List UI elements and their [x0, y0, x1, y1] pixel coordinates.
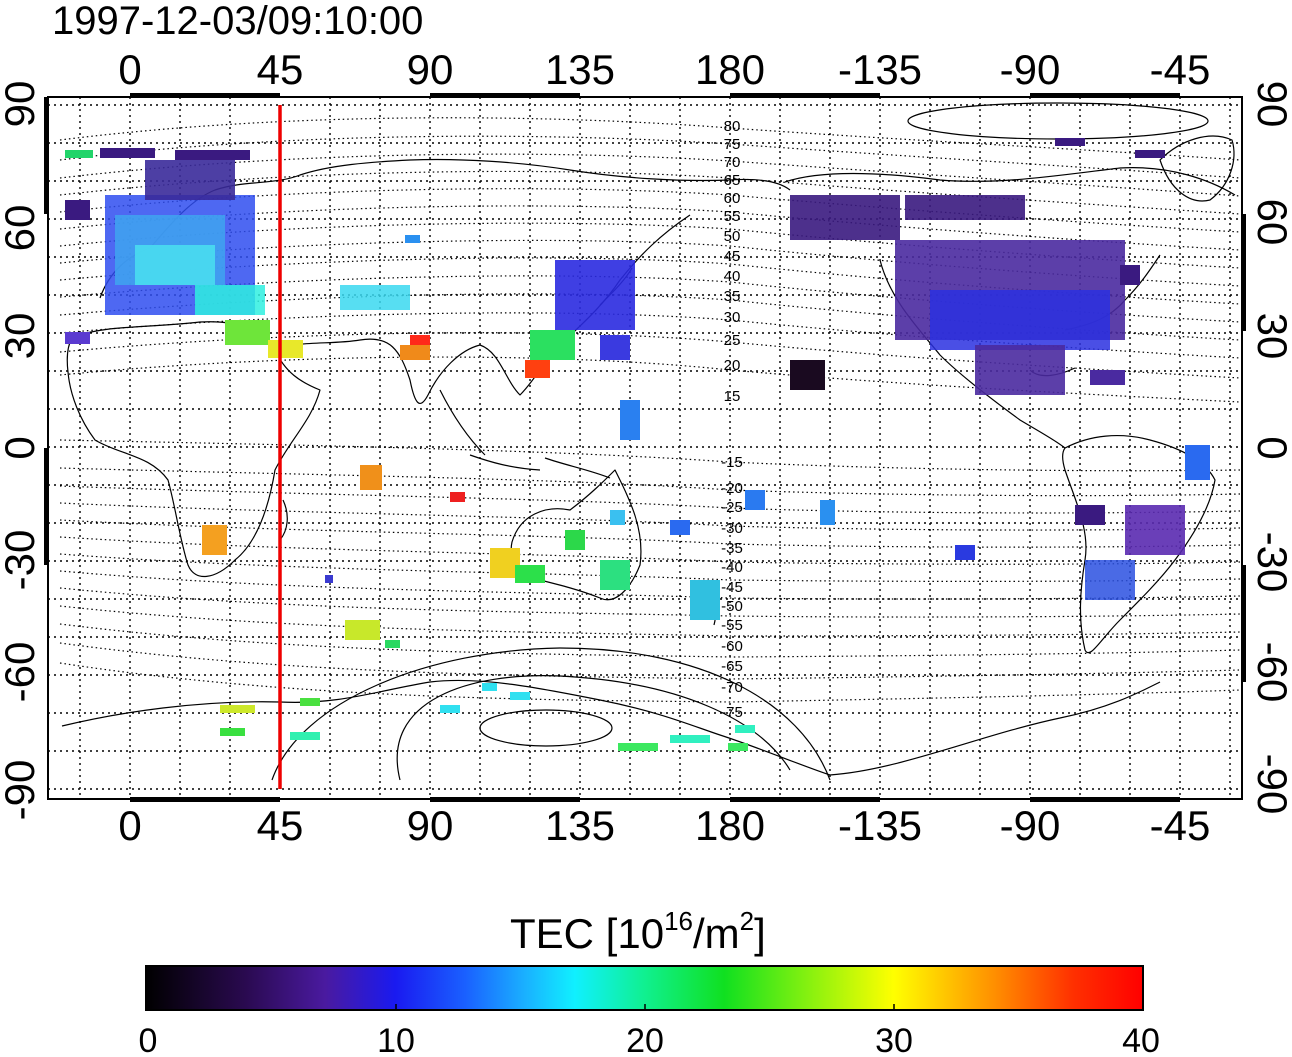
contour-label: -40 — [721, 559, 743, 576]
contour-label: 15 — [724, 388, 741, 405]
left-lat-label: -60 — [0, 642, 43, 703]
contour-label: -70 — [721, 679, 743, 696]
right-latitude-labels: 90 60 30 0 -30 -60 -90 — [1249, 81, 1292, 815]
left-latitude-labels: 90 60 30 0 -30 -60 -90 — [0, 81, 43, 821]
contour-label: 75 — [724, 136, 741, 153]
top-lon-label: -45 — [1150, 46, 1211, 93]
map-panel: 80 75 70 65 60 55 50 45 40 35 30 25 20 1… — [44, 93, 1246, 802]
right-lat-label: 30 — [1249, 313, 1292, 360]
contour-label: 60 — [724, 190, 741, 207]
bottom-lon-label: 0 — [118, 802, 141, 849]
contour-label: -60 — [721, 638, 743, 655]
colorbar-title-unit: /m — [693, 910, 740, 957]
right-lat-label: 60 — [1249, 199, 1292, 246]
contour-label: 45 — [724, 248, 741, 265]
bottom-lon-label: -90 — [1000, 802, 1061, 849]
bottom-lon-label: -135 — [838, 802, 922, 849]
bottom-lon-label: 135 — [545, 802, 615, 849]
bottom-longitude-labels: 0 45 90 135 180 -135 -90 -45 — [118, 802, 1210, 849]
contour-label: -45 — [721, 579, 743, 596]
contour-label: -30 — [721, 520, 743, 537]
contour-label: -50 — [721, 598, 743, 615]
bottom-lon-label: 90 — [407, 802, 454, 849]
colorbar-tick-label: 30 — [875, 1022, 913, 1057]
contour-label: 70 — [724, 154, 741, 171]
contour-labels-south: -15 -20 -25 -30 -35 -40 -45 -50 -55 -60 … — [721, 454, 743, 721]
contour-label: -35 — [721, 540, 743, 557]
right-lat-label: 90 — [1249, 81, 1292, 128]
right-lat-label: 0 — [1249, 436, 1292, 459]
top-lon-label: 45 — [257, 46, 304, 93]
top-lon-label: 0 — [118, 46, 141, 93]
contour-labels-north: 80 75 70 65 60 55 50 45 40 35 30 25 20 1… — [724, 118, 741, 405]
contour-label: 30 — [724, 309, 741, 326]
top-lon-label: -90 — [1000, 46, 1061, 93]
left-lat-label: 90 — [0, 81, 43, 128]
colorbar-title-main: TEC [10 — [510, 910, 664, 957]
left-lat-label: 60 — [0, 205, 43, 252]
contour-label: 40 — [724, 268, 741, 285]
colorbar-tick-label: 0 — [139, 1022, 158, 1057]
contour-label: -25 — [721, 499, 743, 516]
map-title: 1997-12-03/09:10:00 — [52, 0, 423, 43]
colorbar-title-exponent: 16 — [664, 906, 693, 936]
right-lat-label: -60 — [1249, 642, 1292, 703]
contour-label: 35 — [724, 288, 741, 305]
contour-label: 20 — [724, 357, 741, 374]
top-lon-label: -135 — [838, 46, 922, 93]
contour-label: 80 — [724, 118, 741, 135]
bottom-lon-label: 45 — [257, 802, 304, 849]
left-lat-label: 0 — [0, 436, 43, 459]
colorbar-tick-label: 20 — [626, 1022, 664, 1057]
colorbar-ticks — [395, 1004, 895, 1010]
colorbar-tick-labels: 0 10 20 30 40 — [139, 1022, 1160, 1057]
contour-label: 55 — [724, 208, 741, 225]
top-longitude-labels: 0 45 90 135 180 -135 -90 -45 — [118, 46, 1210, 93]
colorbar-title-unit-exponent: 2 — [740, 906, 754, 936]
bottom-lon-label: 180 — [695, 802, 765, 849]
contour-label: -20 — [721, 480, 743, 497]
tec-observations — [65, 138, 1210, 751]
top-lon-label: 90 — [407, 46, 454, 93]
contour-label: 50 — [724, 228, 741, 245]
left-lat-label: -90 — [0, 760, 43, 821]
contour-label: -75 — [721, 704, 743, 721]
right-lat-label: -90 — [1249, 754, 1292, 815]
bottom-lon-label: -45 — [1150, 802, 1211, 849]
contour-label: 25 — [724, 332, 741, 349]
left-lat-label: 30 — [0, 313, 43, 360]
colorbar-title-end: ] — [754, 910, 766, 957]
top-lon-label: 180 — [695, 46, 765, 93]
contour-label: -15 — [721, 454, 743, 471]
colorbar-title: TEC [1016/m2] — [510, 906, 766, 957]
left-lat-label: -30 — [0, 530, 43, 591]
colorbar: 0 10 20 30 40 — [139, 965, 1160, 1057]
colorbar-tick-label: 40 — [1122, 1022, 1160, 1057]
colorbar-gradient — [145, 965, 1144, 1011]
right-lat-label: -30 — [1249, 532, 1292, 593]
frame-tick-bars — [44, 93, 1246, 802]
contour-label: -55 — [721, 617, 743, 634]
contour-label: -65 — [721, 658, 743, 675]
top-lon-label: 135 — [545, 46, 615, 93]
contour-label: 65 — [724, 172, 741, 189]
colorbar-tick-label: 10 — [377, 1022, 415, 1057]
